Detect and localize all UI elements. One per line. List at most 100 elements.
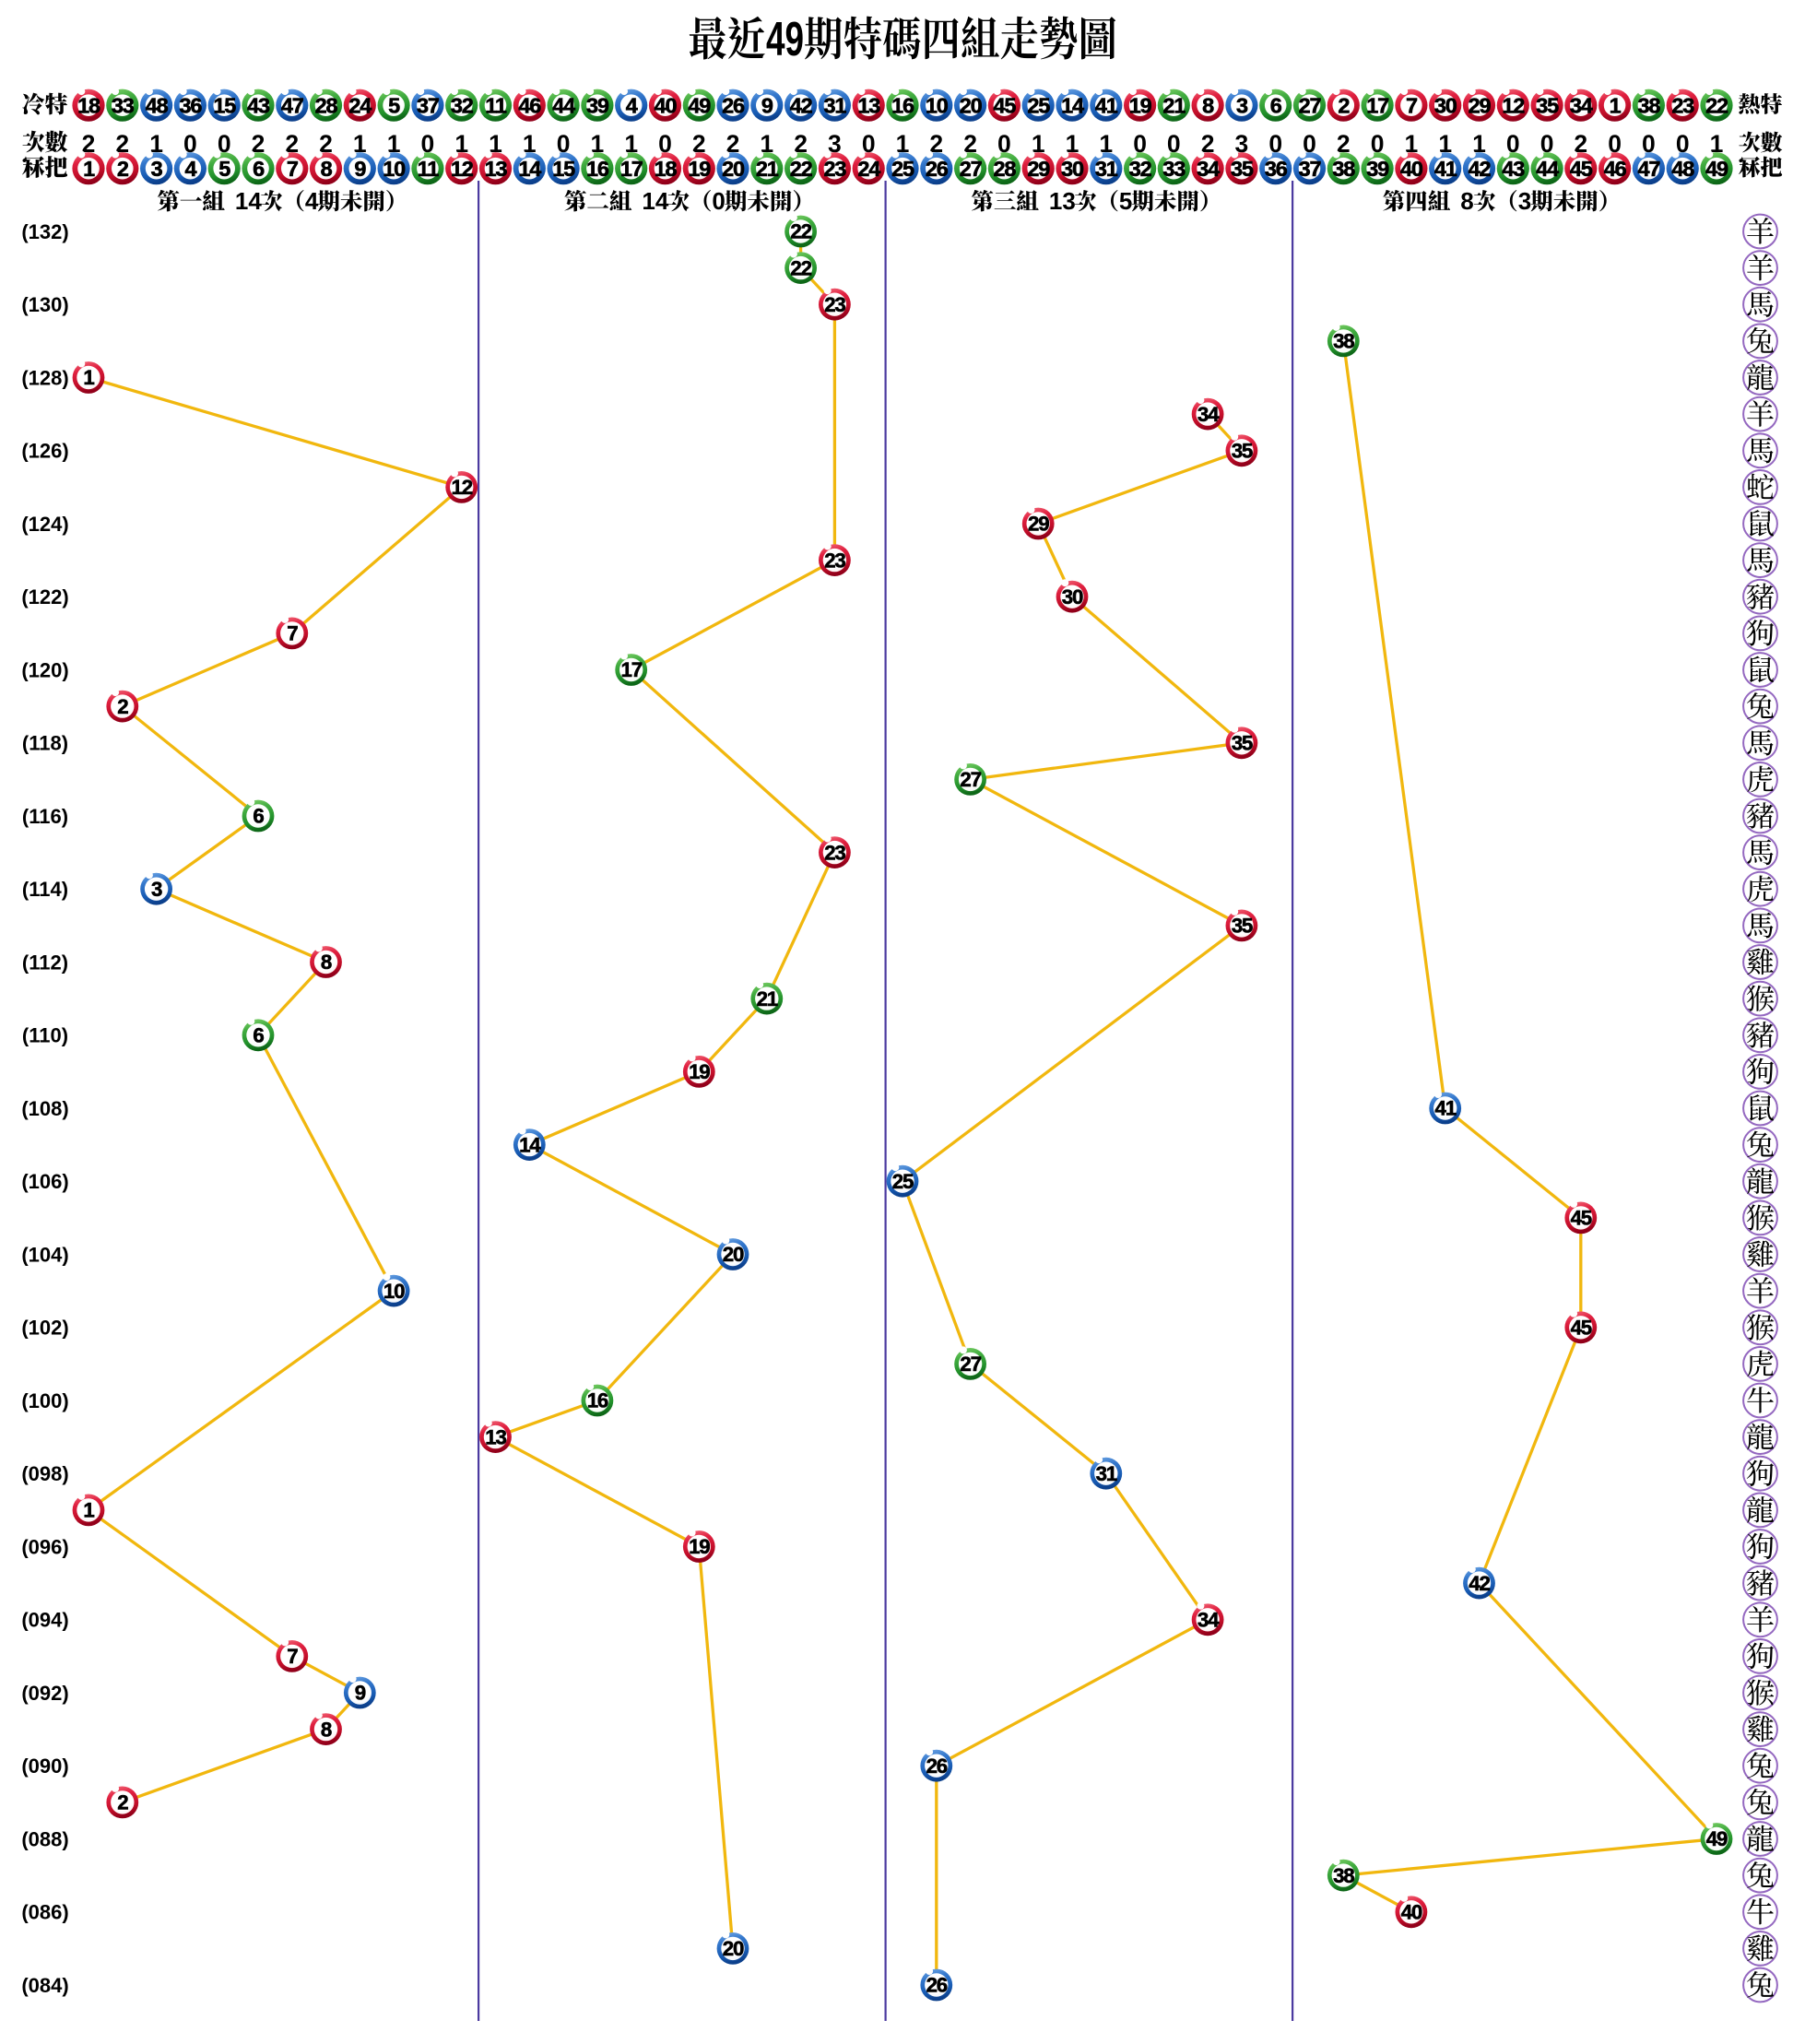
- svg-text:15: 15: [213, 93, 236, 117]
- svg-text:1: 1: [591, 130, 605, 158]
- svg-text:(124): (124): [21, 513, 68, 536]
- svg-text:35: 35: [1536, 93, 1559, 117]
- svg-text:14: 14: [519, 1133, 541, 1156]
- svg-text:1: 1: [83, 366, 94, 389]
- svg-text:34: 34: [1197, 157, 1220, 181]
- svg-text:49: 49: [1705, 157, 1728, 181]
- svg-text:16: 16: [891, 93, 914, 117]
- svg-text:1: 1: [624, 130, 638, 158]
- svg-text:23: 23: [1671, 93, 1694, 117]
- svg-text:27: 27: [960, 768, 981, 791]
- svg-text:2: 2: [117, 1791, 128, 1814]
- svg-text:2: 2: [82, 130, 96, 158]
- svg-text:24: 24: [857, 157, 880, 181]
- svg-text:24: 24: [348, 93, 372, 117]
- svg-text:48: 48: [1671, 157, 1694, 181]
- svg-text:35: 35: [1231, 157, 1254, 181]
- svg-text:1: 1: [387, 130, 401, 158]
- svg-text:23: 23: [824, 293, 845, 316]
- svg-text:19: 19: [689, 1535, 710, 1558]
- svg-text:21: 21: [1162, 93, 1186, 117]
- svg-text:47: 47: [281, 93, 304, 117]
- svg-text:22: 22: [790, 157, 813, 181]
- svg-text:(100): (100): [21, 1389, 68, 1412]
- svg-text:8: 8: [321, 157, 333, 181]
- svg-text:22: 22: [790, 220, 811, 243]
- svg-text:12: 12: [451, 476, 472, 499]
- svg-text:(126): (126): [21, 440, 68, 463]
- svg-text:0: 0: [1676, 130, 1690, 158]
- svg-text:28: 28: [315, 93, 338, 117]
- svg-text:(106): (106): [21, 1170, 68, 1193]
- svg-text:18: 18: [655, 157, 678, 181]
- svg-text:11: 11: [418, 157, 440, 181]
- svg-text:(116): (116): [22, 805, 68, 828]
- svg-text:37: 37: [417, 93, 440, 117]
- svg-text:0: 0: [997, 130, 1011, 158]
- svg-text:0: 0: [557, 130, 571, 158]
- svg-text:20: 20: [722, 157, 745, 181]
- svg-text:8: 8: [321, 951, 332, 974]
- svg-text:35: 35: [1232, 915, 1253, 938]
- svg-text:0: 0: [712, 187, 725, 215]
- svg-text:46: 46: [1604, 157, 1627, 181]
- svg-text:45: 45: [1571, 1317, 1592, 1340]
- svg-text:4: 4: [305, 187, 319, 215]
- svg-text:23: 23: [824, 841, 845, 864]
- svg-text:37: 37: [1299, 157, 1322, 181]
- svg-text:(128): (128): [21, 366, 68, 389]
- svg-text:(130): (130): [21, 293, 68, 316]
- svg-text:14: 14: [1061, 93, 1084, 117]
- svg-text:32: 32: [1129, 157, 1152, 181]
- svg-text:2: 2: [929, 130, 943, 158]
- svg-text:31: 31: [824, 93, 847, 117]
- svg-text:42: 42: [1469, 1572, 1490, 1595]
- svg-text:0: 0: [1642, 130, 1656, 158]
- svg-text:22: 22: [1705, 93, 1728, 117]
- svg-text:43: 43: [247, 93, 270, 117]
- svg-text:35: 35: [1232, 440, 1253, 463]
- svg-text:9: 9: [355, 1682, 366, 1705]
- svg-text:0: 0: [1133, 130, 1147, 158]
- svg-text:17: 17: [620, 658, 642, 681]
- svg-text:0: 0: [1506, 130, 1520, 158]
- svg-text:(108): (108): [21, 1097, 68, 1120]
- svg-text:9: 9: [761, 93, 773, 117]
- svg-text:25: 25: [891, 157, 914, 181]
- svg-text:26: 26: [926, 1974, 948, 1997]
- svg-text:2: 2: [115, 130, 129, 158]
- svg-text:(096): (096): [21, 1535, 68, 1558]
- svg-text:1: 1: [1099, 130, 1113, 158]
- svg-text:22: 22: [790, 256, 811, 279]
- svg-text:49: 49: [1706, 1827, 1728, 1850]
- svg-text:4: 4: [626, 93, 638, 117]
- svg-text:0: 0: [862, 130, 876, 158]
- svg-text:0: 0: [658, 130, 672, 158]
- svg-text:17: 17: [620, 157, 643, 181]
- svg-text:3: 3: [151, 878, 162, 901]
- svg-text:9: 9: [354, 157, 366, 181]
- svg-text:30: 30: [1434, 93, 1457, 117]
- svg-text:10: 10: [383, 1280, 405, 1303]
- svg-text:1: 1: [149, 130, 163, 158]
- svg-text:6: 6: [253, 1024, 264, 1047]
- svg-text:2: 2: [319, 130, 333, 158]
- svg-text:2: 2: [963, 130, 977, 158]
- svg-text:20: 20: [960, 93, 983, 117]
- svg-text:0: 0: [1268, 130, 1282, 158]
- svg-text:1: 1: [1472, 130, 1486, 158]
- svg-text:1: 1: [489, 130, 502, 158]
- svg-text:1: 1: [454, 130, 468, 158]
- svg-text:1: 1: [353, 130, 367, 158]
- svg-text:(104): (104): [21, 1243, 68, 1266]
- svg-text:30: 30: [1061, 157, 1084, 181]
- svg-text:41: 41: [1095, 93, 1118, 117]
- svg-text:29: 29: [1028, 513, 1049, 536]
- svg-text:2: 2: [692, 130, 706, 158]
- svg-text:38: 38: [1333, 330, 1354, 353]
- svg-text:29: 29: [1027, 157, 1050, 181]
- svg-text:0: 0: [183, 130, 197, 158]
- svg-text:44: 44: [552, 93, 575, 117]
- svg-text:(110): (110): [22, 1024, 68, 1047]
- svg-text:2: 2: [726, 130, 740, 158]
